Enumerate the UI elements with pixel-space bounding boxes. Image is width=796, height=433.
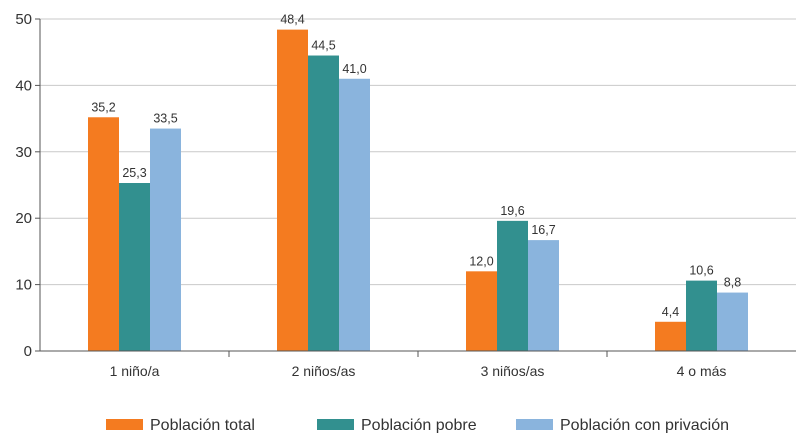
x-tick-label: 2 niños/as xyxy=(292,363,356,379)
legend-swatch xyxy=(516,419,553,430)
legend-label: Población pobre xyxy=(361,417,477,433)
bar xyxy=(497,220,528,351)
y-tick-label: 50 xyxy=(15,11,32,28)
data-label: 35,2 xyxy=(91,100,115,114)
x-tick-label: 4 o más xyxy=(677,363,727,379)
bars: 35,2 25,3 33,5 48,4 44,5 41,0 12,0 19,6 16,7 4,4 1… xyxy=(88,13,748,352)
bar xyxy=(466,271,497,351)
bar xyxy=(88,117,119,351)
bar xyxy=(308,55,339,352)
y-tick-label: 0 xyxy=(24,343,32,360)
bar xyxy=(150,128,181,351)
data-label: 48,4 xyxy=(280,13,304,27)
x-tick-label: 1 niño/a xyxy=(110,363,160,379)
x-axis: 1 niño/a 2 niños/as 3 niños/as 4 o más xyxy=(40,350,796,379)
bar xyxy=(655,321,686,351)
legend-label: Población total xyxy=(150,417,255,433)
legend-swatch xyxy=(317,419,354,430)
bar xyxy=(119,183,150,351)
bar xyxy=(277,29,308,352)
data-label: 44,5 xyxy=(311,39,335,53)
data-label: 8,8 xyxy=(724,276,741,290)
legend-swatch xyxy=(106,419,143,430)
data-label: 41,0 xyxy=(342,62,366,76)
data-label: 10,6 xyxy=(689,264,713,278)
data-label: 4,4 xyxy=(662,305,679,319)
y-tick-label: 10 xyxy=(15,277,32,294)
data-label: 16,7 xyxy=(531,223,555,237)
data-label: 25,3 xyxy=(122,166,146,180)
bar xyxy=(528,240,559,351)
bar xyxy=(717,292,748,351)
y-tick-label: 30 xyxy=(15,144,32,161)
y-axis: 0 10 20 30 40 50 xyxy=(15,11,41,360)
bar xyxy=(686,280,717,351)
data-label: 33,5 xyxy=(153,112,177,126)
x-tick-label: 3 niños/as xyxy=(481,363,545,379)
legend-label: Población con privación xyxy=(560,417,729,433)
legend: Población total Población pobre Población … xyxy=(106,417,729,433)
bar xyxy=(339,78,370,351)
y-tick-label: 20 xyxy=(15,210,32,227)
y-tick-label: 40 xyxy=(15,77,32,94)
data-label: 12,0 xyxy=(469,254,493,268)
data-label: 19,6 xyxy=(500,204,524,218)
